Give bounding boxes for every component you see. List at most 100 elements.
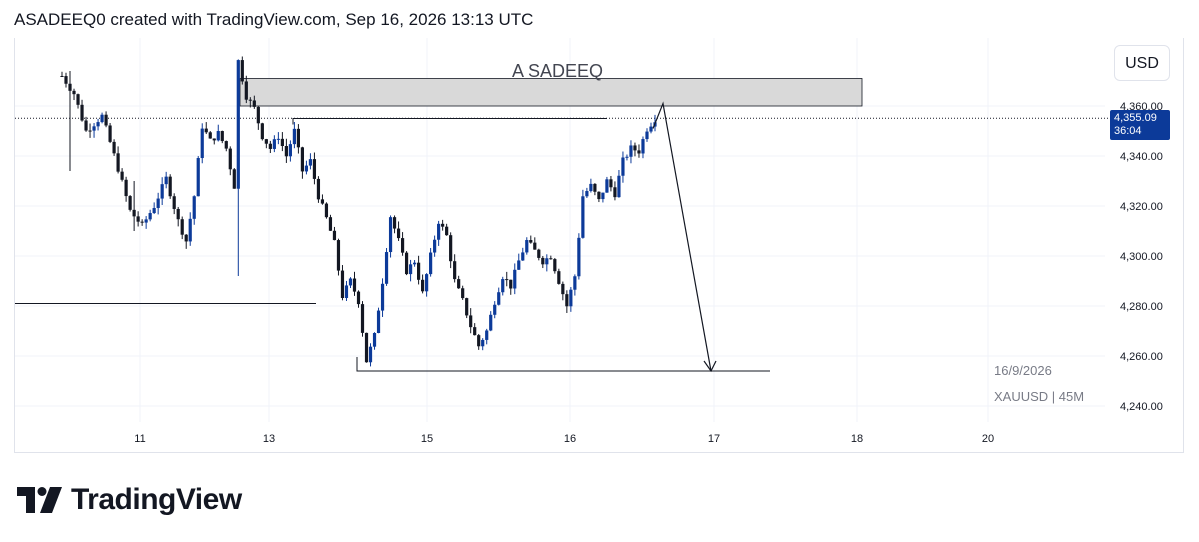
x-tick-label: 17	[708, 433, 720, 445]
candle-body	[328, 217, 333, 231]
candle-body	[348, 278, 353, 286]
candle-body	[509, 279, 513, 289]
candle-body	[400, 238, 405, 253]
candle-body	[268, 143, 272, 149]
candle-body	[208, 132, 212, 139]
projection-arrow[interactable]	[652, 101, 712, 372]
candle-body	[513, 269, 517, 289]
candle-body	[96, 122, 100, 127]
candle-body	[569, 289, 573, 307]
x-tick-label: 16	[564, 433, 576, 445]
candle-body	[124, 179, 128, 197]
candle-body	[156, 198, 160, 208]
y-tick-label: 4,280.00	[1120, 301, 1163, 313]
candle-body	[589, 183, 593, 192]
candle-body	[597, 191, 601, 200]
candle-body	[421, 279, 425, 292]
candle-body	[497, 292, 501, 305]
candle-body	[372, 332, 377, 347]
candle-body	[449, 235, 453, 262]
candle-body	[188, 218, 192, 242]
candle-body	[140, 221, 144, 223]
candle-body	[264, 139, 268, 144]
candle-body	[517, 260, 521, 270]
candle-body	[232, 169, 236, 189]
y-tick-label: 4,320.00	[1120, 201, 1163, 213]
candle-body	[300, 147, 305, 172]
candle-body	[384, 252, 389, 284]
candle-body	[617, 175, 621, 198]
candle-body	[88, 130, 92, 132]
candle-body	[308, 159, 313, 166]
candle-body	[352, 278, 357, 292]
candle-body	[396, 228, 401, 239]
candle-body	[621, 157, 625, 176]
y-tick-label: 4,240.00	[1120, 401, 1163, 413]
candle-body	[493, 304, 497, 315]
tradingview-logo[interactable]: TradingView	[17, 480, 242, 520]
bar-countdown: 36:04	[1114, 125, 1142, 137]
x-tick-label: 20	[982, 433, 994, 445]
candle-body	[112, 141, 116, 154]
candle-body	[609, 179, 613, 188]
candle-body	[212, 138, 216, 141]
candle-body	[72, 90, 76, 95]
candle-body	[272, 139, 276, 149]
candle-body	[404, 252, 409, 275]
candle-body	[316, 178, 321, 200]
candle-body	[501, 279, 505, 293]
x-tick-label: 13	[263, 433, 275, 445]
candle-body	[192, 196, 196, 219]
y-tick-label: 4,300.00	[1120, 251, 1163, 263]
candle-body	[160, 184, 164, 199]
candle-body	[296, 128, 300, 148]
candle-body	[240, 60, 244, 82]
candle-body	[417, 262, 421, 280]
candle-body	[521, 252, 525, 261]
candle-body	[585, 191, 589, 197]
candle-body	[577, 237, 581, 277]
candle-body	[437, 223, 441, 240]
candle-body	[469, 315, 473, 328]
candle-body	[445, 226, 449, 236]
candle-body	[412, 262, 417, 265]
candle-body	[276, 138, 280, 140]
candle-body	[200, 128, 204, 159]
candle-body	[304, 165, 309, 172]
candle-body	[549, 258, 553, 260]
candle-body	[324, 203, 329, 218]
candle-body	[196, 158, 200, 197]
candle-body	[613, 187, 617, 198]
last-price-value: 4,355.09	[1114, 112, 1157, 124]
currency-button[interactable]: USD	[1114, 45, 1170, 81]
y-tick-label: 4,260.00	[1120, 351, 1163, 363]
x-tick-label: 15	[421, 433, 433, 445]
candle-body	[581, 196, 585, 238]
candle-body	[477, 335, 481, 347]
candle-body	[408, 264, 413, 275]
candle-body	[260, 123, 264, 140]
supply-zone[interactable]	[239, 78, 863, 107]
candle-body	[545, 258, 549, 265]
x-tick-label: 18	[851, 433, 863, 445]
candle-body	[132, 209, 136, 217]
candle-body	[629, 145, 633, 157]
candle-body	[481, 339, 485, 347]
candle-body	[505, 279, 509, 281]
candle-body	[256, 106, 260, 124]
candle-body	[649, 126, 653, 132]
x-tick-label: 11	[134, 433, 145, 445]
candle-body	[224, 141, 228, 149]
candle-body	[336, 240, 341, 271]
candle-body	[425, 274, 429, 292]
resistance-line[interactable]	[292, 118, 607, 125]
candle-body	[228, 148, 232, 170]
candle-body	[485, 330, 489, 340]
candle-body	[312, 159, 317, 179]
target-line[interactable]	[356, 357, 770, 372]
candle-body	[380, 283, 385, 311]
candle-body	[116, 153, 120, 172]
chart-date: 16/9/2026	[994, 363, 1052, 378]
candle-body	[332, 230, 337, 241]
